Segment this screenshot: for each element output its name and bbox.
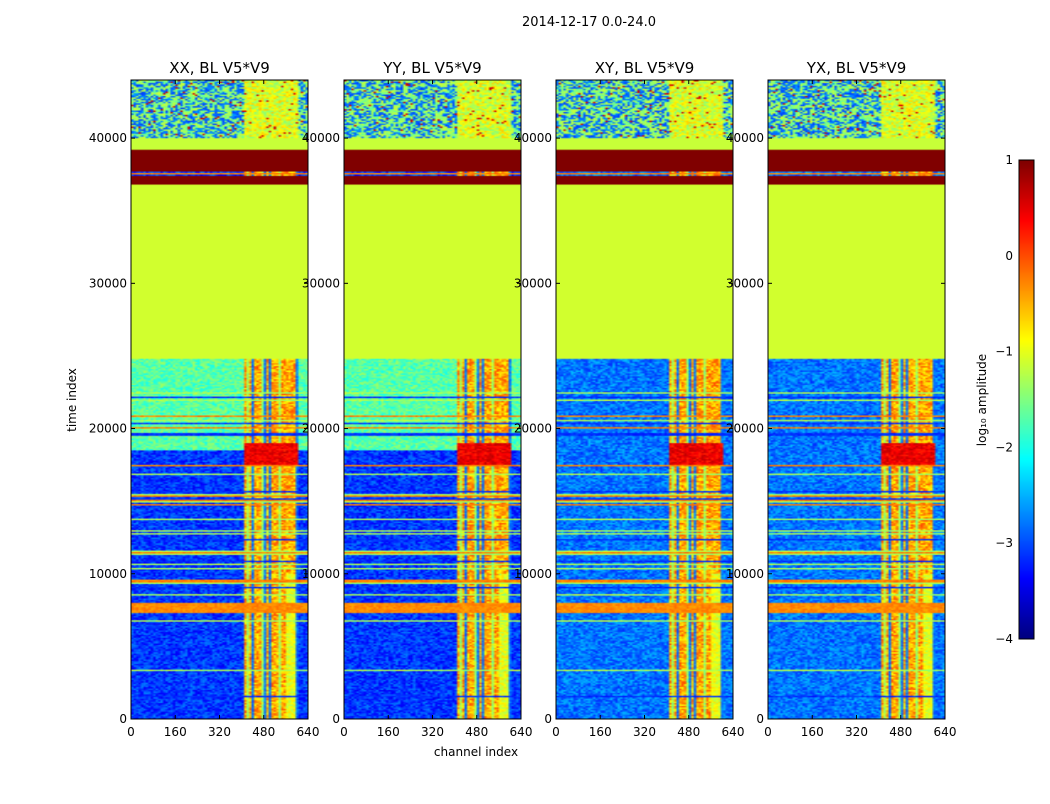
panel-title: XY, BL V5*V9: [595, 59, 695, 77]
colorbar-label: log₁₀ amplitude: [975, 354, 989, 446]
y-tick-label: 10000: [726, 567, 764, 581]
x-tick-label: 0: [764, 725, 772, 739]
x-tick-label: 320: [421, 725, 444, 739]
y-tick-label: 40000: [89, 131, 127, 145]
y-tick-label: 20000: [89, 422, 127, 436]
y-tick-label: 0: [544, 712, 552, 726]
x-tick-label: 640: [722, 725, 745, 739]
x-tick-label: 640: [297, 725, 320, 739]
panel-title: XX, BL V5*V9: [169, 59, 270, 77]
y-tick-label: 40000: [726, 131, 764, 145]
colorbar: 1 0 −1 −2 −3 −4: [995, 153, 1035, 646]
x-tick-label: 160: [589, 725, 612, 739]
y-tick-label: 30000: [89, 276, 127, 290]
x-tick-label: 480: [465, 725, 488, 739]
panel-xx: XX, BL V5*V9 0 160 320 480 640 0 10000 20000 3000…: [89, 59, 320, 739]
colorbar-gradient: [1019, 160, 1034, 639]
panel-yx: YX, BL V5*V9 0 160 320 480 640 0 10000 20000 3000…: [726, 59, 957, 739]
x-tick-label: 0: [552, 725, 560, 739]
panel-xy: XY, BL V5*V9 0 160 320 480 640 0 10000 20000 3000…: [514, 59, 745, 739]
x-tick-label: 160: [801, 725, 824, 739]
y-tick-label: 30000: [514, 276, 552, 290]
y-tick-label: 10000: [89, 567, 127, 581]
heatmap-image: [768, 80, 945, 719]
x-tick-label: 480: [889, 725, 912, 739]
x-tick-label: 640: [510, 725, 533, 739]
x-tick-label: 320: [845, 725, 868, 739]
panel-title: YY, BL V5*V9: [382, 59, 481, 77]
x-axis-label: channel index: [434, 745, 518, 759]
x-tick-label: 640: [934, 725, 957, 739]
x-tick-label: 160: [164, 725, 187, 739]
colorbar-frame: [1018, 159, 1035, 640]
x-tick-label: 0: [340, 725, 348, 739]
x-tick-label: 480: [677, 725, 700, 739]
panel-title: YX, BL V5*V9: [806, 59, 907, 77]
y-tick-label: 0: [756, 712, 764, 726]
x-tick-label: 160: [377, 725, 400, 739]
colorbar-tick-label: 0: [1005, 249, 1013, 263]
y-tick-label: 0: [332, 712, 340, 726]
y-tick-label: 40000: [302, 131, 340, 145]
x-tick-label: 0: [127, 725, 135, 739]
colorbar-tick-label: 1: [1005, 153, 1013, 167]
panels-layer: XX, BL V5*V9 0 160 320 480 640 0 10000 20000 3000…: [89, 59, 957, 739]
x-tick-label: 320: [633, 725, 656, 739]
y-tick-label: 40000: [514, 131, 552, 145]
colorbar-tick-label: −4: [995, 632, 1013, 646]
y-tick-label: 10000: [514, 567, 552, 581]
y-tick-label: 30000: [726, 276, 764, 290]
colorbar-tick-label: −1: [995, 345, 1013, 359]
colorbar-tick-label: −3: [995, 536, 1013, 550]
y-tick-label: 0: [119, 712, 127, 726]
colorbar-tick-label: −2: [995, 440, 1013, 454]
y-tick-label: 20000: [726, 422, 764, 436]
heatmap-image: [556, 80, 733, 719]
y-axis-label: time index: [65, 368, 79, 432]
y-tick-label: 20000: [302, 422, 340, 436]
panel-yy: YY, BL V5*V9 0 160 320 480 640 0 10000 20000 3000…: [302, 59, 533, 739]
y-tick-label: 30000: [302, 276, 340, 290]
x-tick-label: 480: [252, 725, 275, 739]
heatmap-image: [344, 80, 521, 719]
x-tick-label: 320: [208, 725, 231, 739]
y-tick-label: 20000: [514, 422, 552, 436]
y-tick-label: 10000: [302, 567, 340, 581]
figure-suptitle: 2014-12-17 0.0-24.0: [522, 15, 656, 30]
heatmap-image: [131, 80, 308, 719]
